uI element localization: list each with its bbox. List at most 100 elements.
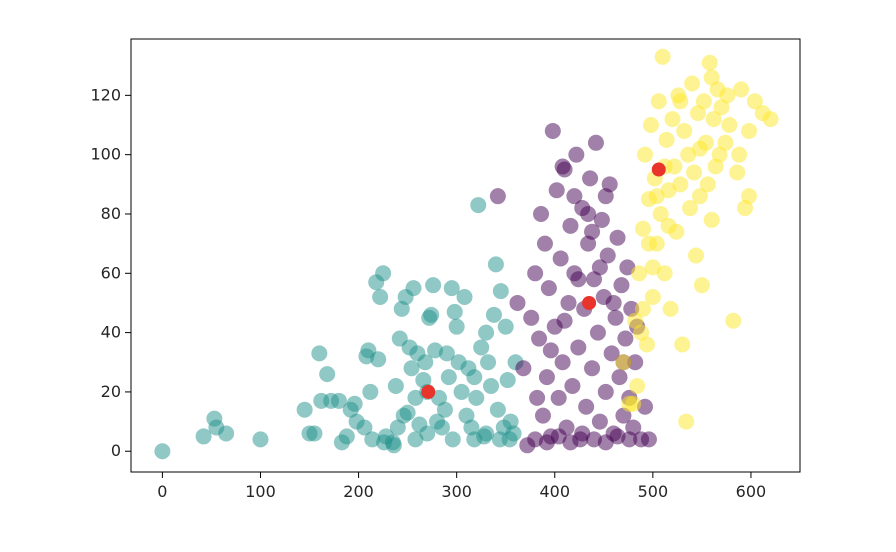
data-point-purple-cluster-46 [609,229,626,246]
data-point-yellow-cluster-48 [729,164,746,181]
data-point-purple-cluster-30 [578,398,595,415]
y-axis: 0 20 40 60 80 100 120 [90,85,131,460]
data-point-yellow-cluster-25 [676,122,693,139]
data-point-teal-cluster-55 [448,318,465,335]
data-point-purple-cluster-32 [582,170,599,187]
data-point-teal-cluster-68 [480,354,497,371]
data-point-purple-cluster-9 [536,235,553,252]
data-point-teal-cluster-36 [405,280,422,297]
data-point-yellow-cluster-2 [627,312,644,329]
data-point-teal-cluster-91 [356,419,373,436]
data-point-teal-cluster-81 [407,431,424,448]
data-point-purple-cluster-16 [550,389,567,406]
data-point-purple-cluster-74 [597,188,614,205]
data-point-teal-cluster-17 [346,395,363,412]
data-point-purple-cluster-62 [550,428,567,445]
data-point-purple-cluster-23 [564,377,581,394]
data-point-purple-cluster-18 [554,354,571,371]
data-point-teal-cluster-80 [395,407,412,424]
data-point-teal-cluster-5 [252,431,269,448]
data-point-teal-cluster-45 [425,277,442,294]
data-point-yellow-cluster-63 [633,324,650,341]
data-point-purple-cluster-41 [599,247,616,264]
data-point-yellow-cluster-66 [635,300,652,317]
data-point-yellow-cluster-44 [713,99,730,116]
y-tick-label-4: 80 [101,204,121,223]
x-tick-label-1: 100 [245,482,276,501]
data-point-teal-cluster-23 [370,351,387,368]
data-point-yellow-cluster-51 [740,188,757,205]
data-point-purple-cluster-2 [515,360,532,377]
data-point-teal-cluster-50 [436,401,453,418]
data-point-yellow-cluster-6 [638,336,655,353]
data-point-purple-cluster-40 [597,383,614,400]
data-point-purple-cluster-64 [574,425,591,442]
data-point-purple-cluster-48 [613,277,630,294]
data-point-purple-cluster-68 [621,431,638,448]
data-point-teal-cluster-4 [218,425,235,442]
data-point-teal-cluster-51 [438,345,455,362]
data-point-purple-cluster-17 [552,250,569,267]
data-point-yellow-cluster-43 [711,146,728,163]
data-point-purple-cluster-22 [562,217,579,234]
y-tick-label-6: 120 [90,85,121,104]
data-point-purple-cluster-0 [489,188,506,205]
data-point-purple-cluster-1 [509,294,526,311]
points-layer [154,48,779,460]
data-point-teal-cluster-48 [431,389,448,406]
data-point-yellow-cluster-59 [691,140,708,157]
data-point-yellow-cluster-14 [654,48,671,65]
x-tick-label-4: 400 [539,482,570,501]
data-point-purple-cluster-59 [640,431,657,448]
data-point-purple-cluster-38 [593,211,610,228]
data-point-purple-cluster-10 [538,369,555,386]
data-point-yellow-cluster-69 [660,217,677,234]
x-axis: 0 100 200 300 400 500 600 [157,472,766,501]
plot-area-frame [130,38,801,473]
data-point-teal-cluster-35 [403,360,420,377]
data-point-purple-cluster-15 [548,182,565,199]
data-point-purple-cluster-37 [591,413,608,430]
y-tick-label-5: 100 [90,145,121,164]
centroid-point-0 [421,384,436,399]
data-point-yellow-cluster-29 [684,75,701,92]
data-point-purple-cluster-34 [586,271,603,288]
data-point-purple-cluster-47 [611,369,628,386]
data-point-yellow-cluster-8 [642,117,659,134]
data-point-teal-cluster-0 [154,443,171,460]
data-point-yellow-cluster-45 [717,134,734,151]
data-point-teal-cluster-63 [468,389,485,406]
data-point-teal-cluster-29 [389,419,406,436]
data-point-purple-cluster-5 [527,265,544,282]
data-point-teal-cluster-73 [492,283,509,300]
y-tick-label-0: 0 [111,441,121,460]
data-point-teal-cluster-65 [473,339,490,356]
data-point-purple-cluster-33 [584,360,601,377]
data-point-teal-cluster-25 [375,265,392,282]
data-point-teal-cluster-15 [338,428,355,445]
y-tick-label-3: 60 [101,263,121,282]
data-point-yellow-cluster-35 [695,93,712,110]
data-point-teal-cluster-49 [433,419,450,436]
data-point-teal-cluster-67 [478,324,495,341]
data-point-teal-cluster-76 [499,372,516,389]
y-tick-label-1: 20 [101,382,121,401]
data-point-yellow-cluster-46 [721,117,738,134]
data-point-purple-cluster-51 [619,259,636,276]
data-point-purple-cluster-63 [562,434,579,451]
centroid-point-1 [582,295,597,310]
data-point-teal-cluster-54 [446,303,463,320]
data-point-teal-cluster-52 [440,369,457,386]
data-point-yellow-cluster-9 [644,289,661,306]
data-point-yellow-cluster-33 [691,188,708,205]
data-point-purple-cluster-77 [580,205,597,222]
data-point-yellow-cluster-56 [731,146,748,163]
data-point-yellow-cluster-31 [688,247,705,264]
data-point-teal-cluster-90 [364,431,381,448]
data-point-teal-cluster-6 [296,401,313,418]
data-point-purple-cluster-66 [597,434,614,451]
data-point-purple-cluster-43 [603,345,620,362]
data-point-teal-cluster-83 [444,431,461,448]
data-point-teal-cluster-13 [330,392,347,409]
